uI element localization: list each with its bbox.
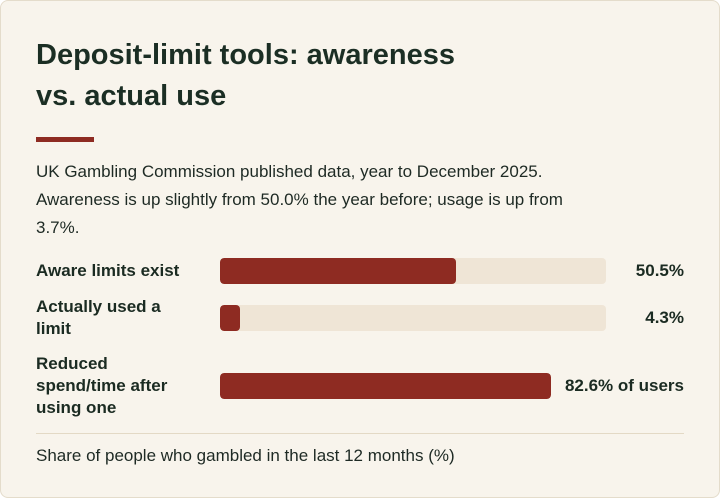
footnote: Share of people who gambled in the last … <box>36 446 455 465</box>
value-label: 4.3% <box>645 308 684 327</box>
category-label: Reduced spend/time after using one <box>36 353 220 419</box>
value-label: 50.5% <box>635 261 684 280</box>
bar <box>220 258 456 284</box>
bar-track <box>220 305 606 331</box>
bar <box>220 305 241 331</box>
chart-title: Deposit-limit tools: awareness vs. actua… <box>36 39 455 112</box>
value-label: 82.6% of users <box>564 376 684 395</box>
category-label: Actually used a limit <box>36 296 220 340</box>
subtitle: UK Gambling Commission published data, y… <box>36 162 563 237</box>
bar-row: Actually used a limit 4.3% <box>36 296 684 340</box>
category-label: Aware limits exist <box>36 260 220 282</box>
bar <box>220 373 551 399</box>
divider <box>36 433 684 434</box>
bar-row: Aware limits exist 50.5% <box>36 258 684 284</box>
category-text: Actually used a limit <box>36 297 161 338</box>
bar-track <box>220 258 606 284</box>
accent-rule <box>36 137 94 142</box>
category-text: Aware limits exist <box>36 261 180 280</box>
bar-rows: Aware limits exist 50.5% Actually used a l… <box>36 258 684 419</box>
bar-track <box>220 373 551 399</box>
bar-row: Reduced spend/time after using one 82.6% … <box>36 353 684 419</box>
category-text: Reduced spend/time after using one <box>36 354 168 417</box>
